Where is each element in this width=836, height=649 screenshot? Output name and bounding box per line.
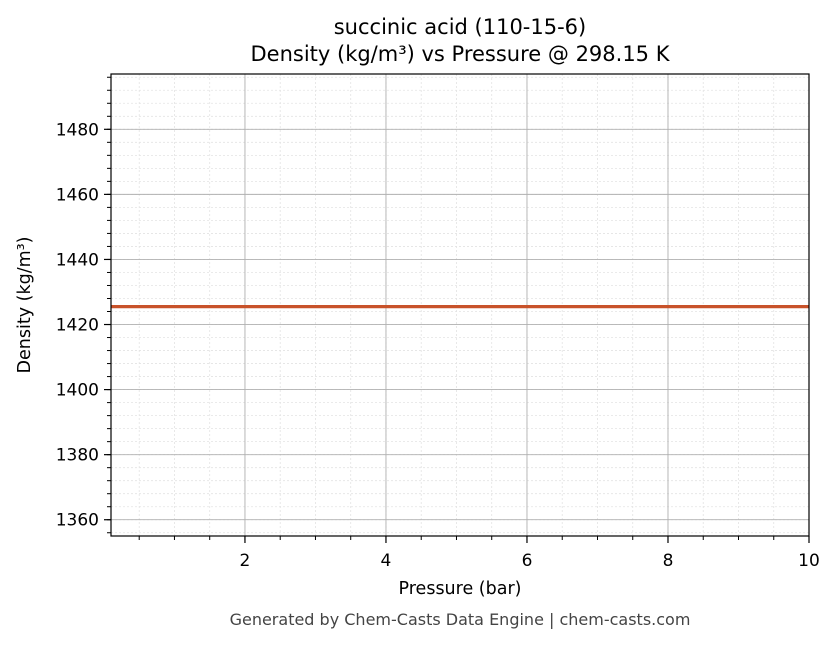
x-tick-label: 2 — [240, 551, 251, 571]
y-axis-label: Density (kg/m³) — [15, 237, 35, 374]
x-tick-label: 8 — [663, 551, 674, 571]
y-tick-label: 1440 — [56, 250, 99, 270]
major-grid — [111, 74, 809, 536]
y-tick-label: 1480 — [56, 120, 99, 140]
y-axis-ticks: 1360 1380 1400 1420 1440 1460 1480 — [56, 76, 111, 534]
x-tick-label: 4 — [381, 551, 392, 571]
footer-credit: Generated by Chem-Casts Data Engine | ch… — [230, 610, 691, 629]
y-tick-label: 1420 — [56, 316, 99, 336]
y-tick-label: 1460 — [56, 185, 99, 205]
x-axis-label: Pressure (bar) — [399, 579, 522, 599]
chart-title-line2: Density (kg/m³) vs Pressure @ 298.15 K — [250, 42, 670, 66]
chart-title-line1: succinic acid (110-15-6) — [334, 15, 587, 39]
minor-grid — [111, 74, 809, 536]
plot-frame — [110, 73, 810, 537]
x-tick-label: 10 — [798, 551, 820, 571]
y-tick-label: 1400 — [56, 381, 99, 401]
y-tick-label: 1360 — [56, 511, 99, 531]
y-tick-label: 1380 — [56, 446, 99, 466]
x-axis-ticks: 2 4 6 8 10 — [138, 536, 820, 571]
x-tick-label: 6 — [522, 551, 533, 571]
